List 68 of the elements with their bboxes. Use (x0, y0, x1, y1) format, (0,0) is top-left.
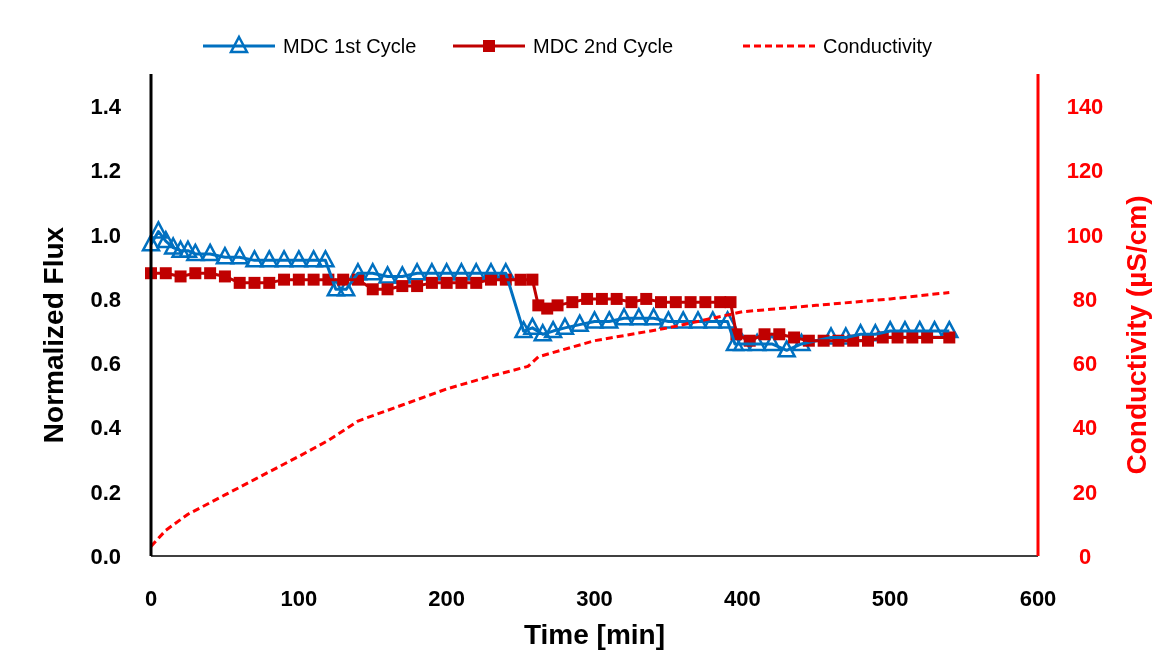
y-tick-label: 0.0 (90, 544, 121, 569)
x-tick-label: 100 (280, 586, 318, 611)
point (514, 320, 533, 339)
y-tick-label: 0.4 (90, 415, 122, 441)
y-tick-label: 1.0 (90, 222, 121, 248)
point (200, 243, 220, 262)
point (316, 250, 335, 268)
point (215, 246, 235, 265)
y2-tick-label: 140 (1066, 94, 1104, 120)
y2-axis-title: Conductivity (µS/cm) (1121, 195, 1152, 475)
y2-tick-label: 20 (1072, 479, 1098, 505)
legend-label: MDC 1st Cycle (283, 35, 417, 57)
y-axis-title: Normalized Flux (38, 226, 69, 444)
x-tick-label: 600 (1019, 586, 1057, 611)
point (466, 262, 486, 281)
point (141, 234, 161, 252)
y-tick-label: 0.6 (90, 351, 121, 377)
x-tick-label: 300 (576, 586, 613, 611)
legend-label: Conductivity (823, 35, 932, 57)
x-axis-title: Time [min] (523, 619, 666, 650)
point (523, 317, 542, 336)
point (570, 314, 589, 332)
y2-tick-label: 60 (1072, 351, 1098, 377)
y-tick-label: 0.8 (90, 286, 121, 312)
y-tick-label: 1.4 (90, 94, 122, 120)
x-tick-label: 0 (144, 586, 158, 611)
point (274, 250, 294, 268)
point (326, 279, 346, 297)
point (407, 262, 427, 281)
y-tick-label: 1.2 (90, 158, 121, 184)
point (422, 262, 442, 281)
point (777, 340, 796, 358)
point (452, 262, 471, 281)
point (437, 262, 456, 281)
point (585, 311, 604, 329)
y-tick-label: 0.2 (90, 479, 121, 505)
point (289, 250, 309, 268)
point (762, 333, 782, 352)
point (245, 250, 264, 268)
point (393, 266, 412, 284)
point (260, 250, 279, 268)
point (543, 320, 563, 339)
y2-tick-label: 100 (1066, 222, 1104, 248)
y2-tick-label: 80 (1072, 286, 1098, 312)
point (149, 221, 168, 239)
y2-tick-label: 40 (1072, 415, 1098, 441)
point (186, 243, 205, 262)
point (614, 307, 634, 326)
point (688, 311, 708, 329)
point (163, 237, 183, 255)
point (156, 230, 176, 249)
point (555, 317, 575, 336)
point (600, 311, 619, 329)
point (304, 250, 323, 268)
point (533, 324, 553, 342)
x-tick-label: 200 (428, 586, 466, 611)
point (644, 307, 663, 326)
x-tick-label: 500 (871, 586, 909, 611)
point (363, 262, 382, 281)
point (629, 307, 649, 326)
y2-tick-label: 0 (1078, 544, 1092, 569)
point (171, 240, 190, 258)
y2-tick-label: 120 (1066, 158, 1104, 184)
x-tick-label: 400 (723, 586, 761, 611)
legend-label: MDC 2nd Cycle (533, 35, 674, 57)
point (230, 246, 249, 265)
point (378, 266, 397, 284)
point (178, 240, 198, 258)
